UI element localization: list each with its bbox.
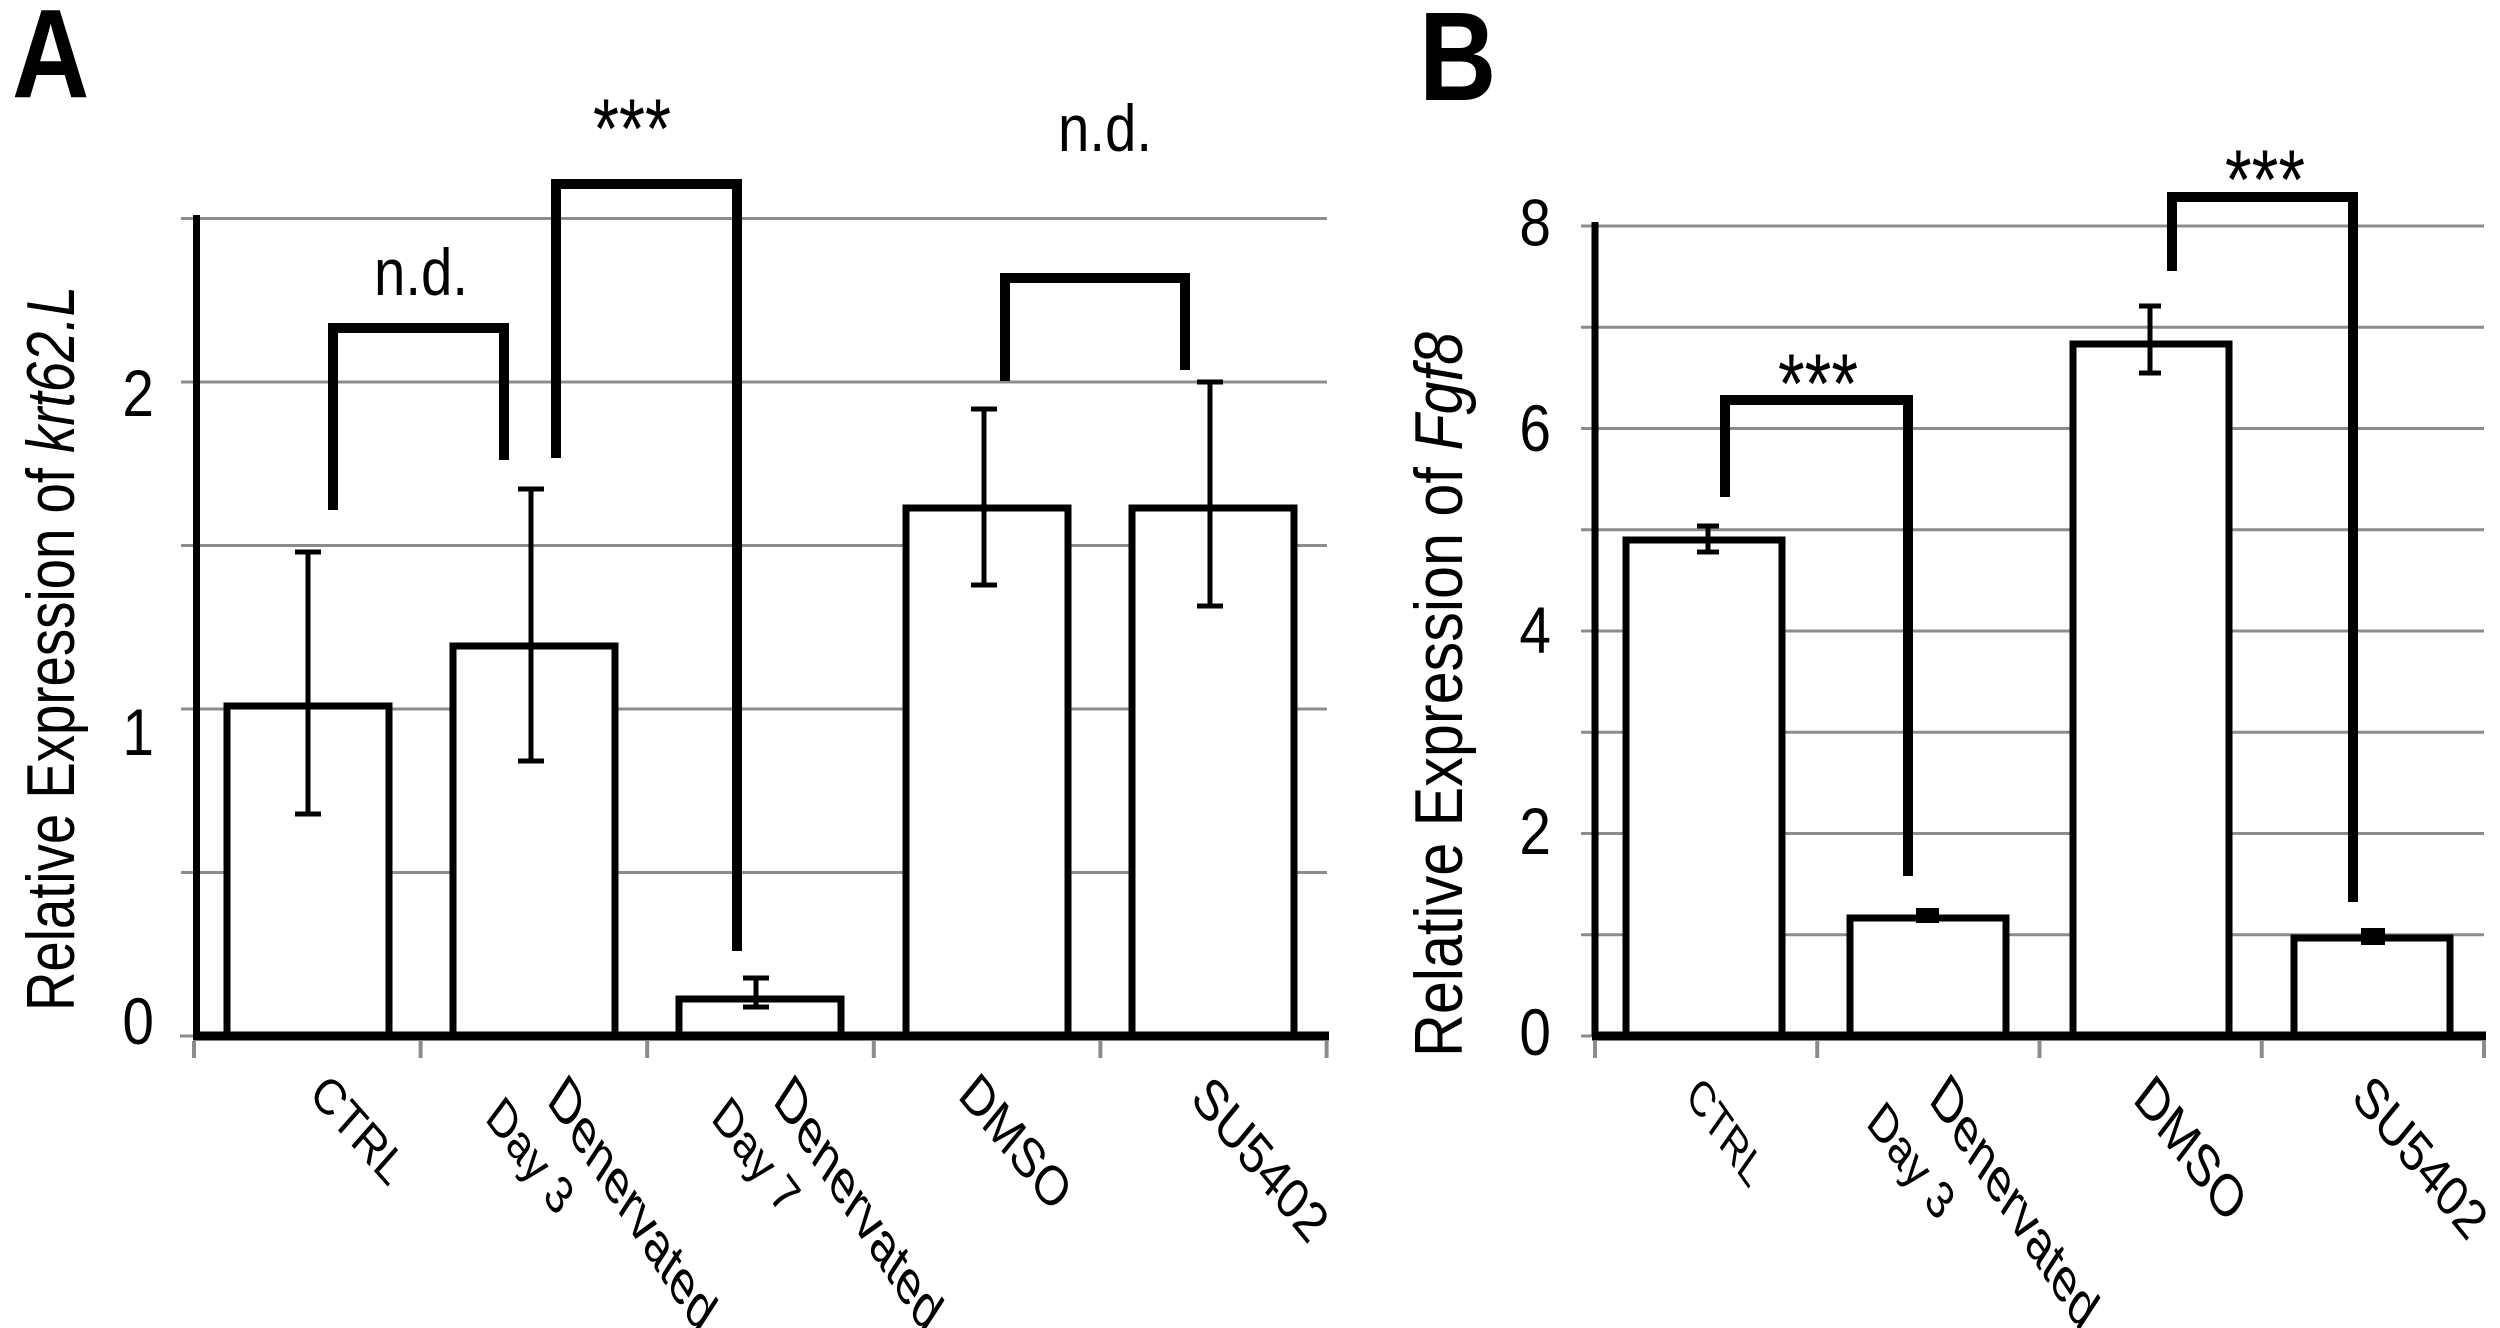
svg-text:Relative Expression of Fgf8: Relative Expression of Fgf8 [1401, 332, 1477, 1057]
svg-text:***: *** [1778, 337, 1858, 431]
svg-text:B: B [1419, 0, 1496, 127]
svg-text:0: 0 [1519, 996, 1551, 1070]
svg-text:4: 4 [1519, 594, 1551, 668]
svg-text:6: 6 [1519, 392, 1551, 466]
svg-text:***: *** [2225, 133, 2305, 227]
svg-text:2: 2 [122, 357, 154, 431]
svg-text:8: 8 [1519, 187, 1551, 261]
svg-text:0: 0 [122, 985, 154, 1059]
svg-text:A: A [12, 0, 89, 124]
svg-text:2: 2 [1519, 795, 1551, 869]
svg-text:Relative Expression of krt62.L: Relative Expression of krt62.L [13, 286, 89, 1011]
svg-text:n.d.: n.d. [374, 235, 468, 309]
svg-text:1: 1 [122, 696, 154, 770]
svg-text:***: *** [593, 82, 671, 176]
svg-text:n.d.: n.d. [1058, 91, 1152, 165]
